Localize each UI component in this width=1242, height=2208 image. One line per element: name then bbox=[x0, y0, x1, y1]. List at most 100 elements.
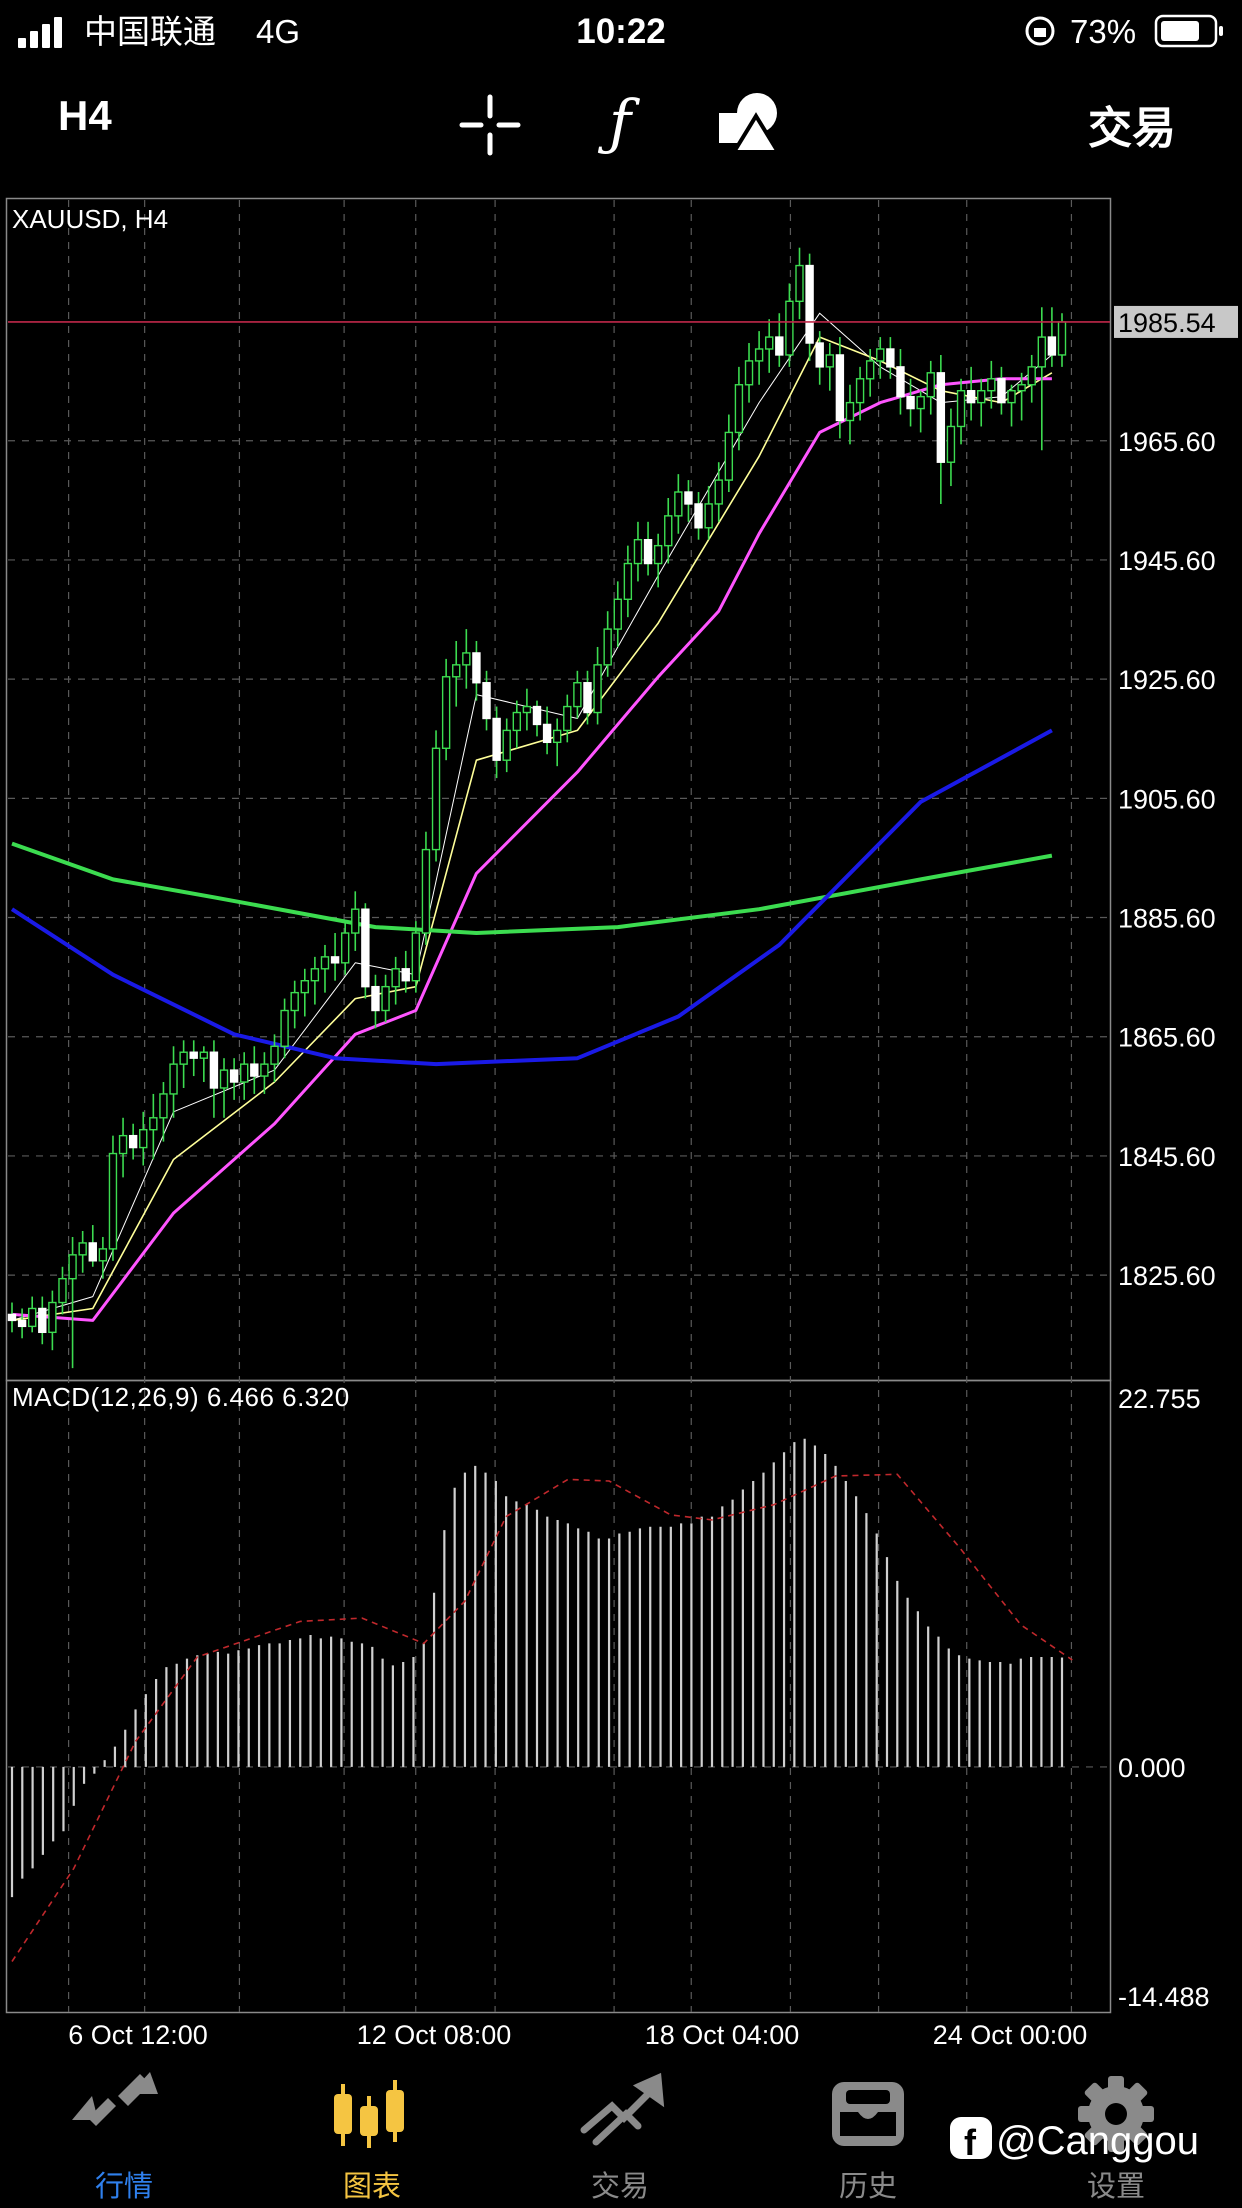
candle bbox=[452, 641, 461, 707]
macd-axis: 22.755 0.000 -14.488 bbox=[1118, 1384, 1210, 2012]
candle bbox=[835, 337, 845, 439]
candle bbox=[340, 921, 350, 975]
candle bbox=[997, 366, 1006, 415]
time-tick-label: 24 Oct 00:00 bbox=[933, 2020, 1088, 2050]
candle bbox=[886, 337, 895, 379]
nav-label-trade: 交易 bbox=[591, 2170, 649, 2203]
objects-icon[interactable] bbox=[719, 93, 782, 154]
candle bbox=[300, 968, 309, 1017]
watermark-text: @Canggou bbox=[996, 2119, 1199, 2163]
candle bbox=[765, 319, 774, 373]
candle bbox=[532, 700, 542, 737]
candle bbox=[724, 414, 734, 493]
candle bbox=[542, 706, 552, 755]
candle bbox=[613, 581, 622, 647]
candle bbox=[825, 343, 834, 391]
nav-label-settings: 设置 bbox=[1087, 2171, 1145, 2203]
nav-label-chart: 图表 bbox=[343, 2170, 401, 2203]
candle bbox=[68, 1236, 77, 1369]
candle bbox=[694, 492, 703, 540]
candle bbox=[472, 641, 481, 701]
signal-polyline bbox=[11, 1473, 1073, 1962]
time-tick-label: 6 Oct 12:00 bbox=[68, 2020, 208, 2050]
nav-tab-history[interactable]: 历史 bbox=[832, 2082, 904, 2203]
candle bbox=[906, 378, 915, 427]
nav-tab-chart[interactable]: 图表 bbox=[334, 2080, 404, 2203]
candle bbox=[260, 1052, 269, 1094]
candle bbox=[38, 1296, 47, 1345]
candle bbox=[88, 1225, 97, 1267]
candle bbox=[1037, 307, 1047, 451]
candle bbox=[330, 933, 340, 981]
candle bbox=[118, 1117, 128, 1178]
ma-line-1 bbox=[11, 336, 1053, 1322]
candle bbox=[492, 706, 501, 779]
history-icon bbox=[832, 2082, 904, 2146]
candle bbox=[462, 629, 471, 689]
candle bbox=[421, 831, 431, 945]
function-icon[interactable]: ƒ bbox=[598, 88, 641, 158]
crosshair-icon[interactable] bbox=[459, 94, 521, 156]
candle bbox=[1047, 307, 1057, 367]
nav-tab-settings[interactable]: 设置 bbox=[1078, 2076, 1154, 2203]
svg-text:f: f bbox=[964, 2122, 977, 2163]
price-tag-text: 1985.54 bbox=[1118, 308, 1216, 338]
candle bbox=[966, 366, 976, 421]
nav-label-quotes: 行情 bbox=[95, 2170, 153, 2203]
macd-tick-label: 22.755 bbox=[1118, 1384, 1201, 1414]
chart-icon bbox=[334, 2080, 404, 2148]
candle bbox=[946, 408, 956, 487]
nav-tab-trade[interactable]: 交易 bbox=[580, 2072, 665, 2203]
timeframe-button[interactable]: H4 bbox=[58, 92, 112, 139]
symbol-label: XAUUSD, H4 bbox=[12, 204, 168, 234]
price-tick-label: 1965.60 bbox=[1118, 427, 1216, 457]
price-tick-label: 1905.60 bbox=[1118, 784, 1216, 814]
candle bbox=[391, 956, 400, 1005]
network-text: 4G bbox=[256, 13, 300, 50]
candle bbox=[502, 718, 511, 773]
candle bbox=[865, 348, 875, 397]
candle bbox=[977, 378, 986, 427]
candle bbox=[583, 670, 592, 725]
candle bbox=[270, 1034, 279, 1083]
candle bbox=[179, 1040, 188, 1088]
candle bbox=[48, 1290, 57, 1351]
macd-histogram bbox=[10, 1438, 1064, 1898]
candle bbox=[653, 533, 663, 588]
candle bbox=[643, 521, 653, 576]
price-tick-label: 1825.60 bbox=[1118, 1261, 1216, 1291]
candle bbox=[199, 1046, 209, 1083]
toolbar: H4 ƒ 交易 bbox=[58, 88, 1176, 158]
time-axis: 6 Oct 12:00 12 Oct 08:00 18 Oct 04:00 24 Oc… bbox=[68, 2020, 1087, 2050]
moving-averages bbox=[10, 312, 1053, 1322]
signal-icon bbox=[18, 17, 62, 48]
macd-tick-label: -14.488 bbox=[1118, 1982, 1210, 2012]
nav-label-history: 历史 bbox=[839, 2170, 897, 2203]
candle bbox=[795, 247, 804, 320]
time-tick-label: 12 Oct 08:00 bbox=[357, 2020, 512, 2050]
candle bbox=[351, 891, 360, 951]
trade-button[interactable]: 交易 bbox=[1088, 104, 1176, 153]
watermark: f @Canggou bbox=[950, 2117, 1199, 2163]
candle bbox=[815, 331, 824, 385]
nav-tab-quotes[interactable]: 行情 bbox=[72, 2072, 158, 2203]
candle bbox=[169, 1046, 178, 1118]
candle bbox=[139, 1111, 148, 1166]
candle bbox=[320, 944, 330, 993]
candle bbox=[240, 1052, 249, 1100]
facebook-logo-icon bbox=[950, 2117, 992, 2159]
battery-icon bbox=[1154, 14, 1223, 48]
macd-signal-line bbox=[11, 1473, 1073, 1962]
candle bbox=[431, 730, 441, 862]
macd-tick-label: 0.000 bbox=[1118, 1753, 1186, 1783]
candle bbox=[441, 658, 451, 761]
candle bbox=[98, 1236, 108, 1279]
candle bbox=[552, 718, 562, 767]
candle bbox=[17, 1308, 27, 1339]
candle bbox=[1017, 372, 1026, 421]
ma-line-4 bbox=[10, 728, 1053, 1067]
candle bbox=[936, 354, 946, 504]
price-axis: 1825.60 1845.60 1865.60 1885.60 1905.60 1925.… bbox=[1118, 427, 1216, 1291]
candle bbox=[563, 694, 572, 743]
